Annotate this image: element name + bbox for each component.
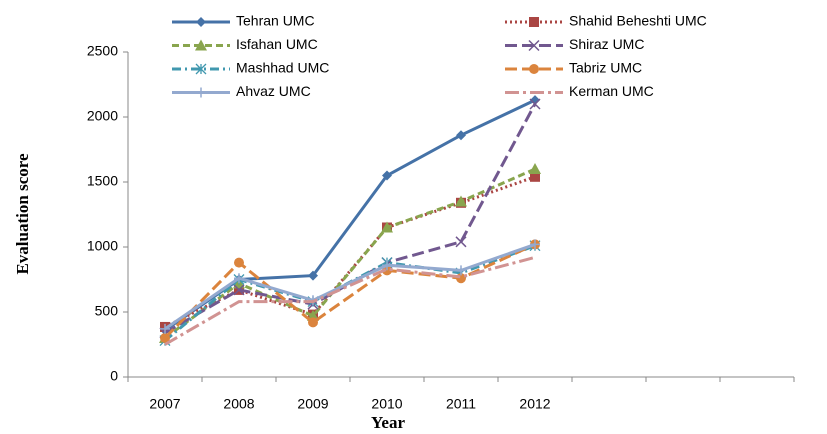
y-tick-label: 500 [95,303,119,319]
marker [529,163,541,174]
y-tick-label: 1000 [87,238,118,254]
marker [196,17,206,27]
series-line [164,103,537,335]
legend-label: Ahvaz UMC [236,83,311,99]
x-tick-label: 2012 [519,396,550,412]
marker [455,195,467,207]
marker [530,239,540,250]
marker [382,260,392,271]
series-line [164,167,536,340]
marker [456,265,466,276]
legend-label: Tabriz UMC [569,60,642,76]
legend-label: Tehran UMC [236,13,315,29]
x-tick-label: 2007 [149,396,180,412]
marker [455,236,467,248]
marker [530,171,540,182]
x-tick-label: 2008 [223,396,254,412]
series-line [164,175,536,329]
marker [234,273,244,284]
x-tick-label: 2011 [446,396,476,412]
y-tick-label: 2000 [87,108,118,124]
marker [160,323,170,334]
y-tick-label: 0 [110,368,118,384]
series-line [164,242,536,331]
marker [195,39,207,51]
marker [308,317,318,328]
marker [529,98,541,110]
marker [195,63,207,75]
legend-label: Kerman UMC [569,83,654,99]
marker [233,284,245,296]
x-tick-label: 2010 [371,396,402,412]
legend-label: Shiraz UMC [569,36,644,52]
marker [529,17,539,27]
legend-label: Isfahan UMC [236,36,318,52]
marker [234,257,244,268]
marker [160,333,170,343]
marker [528,39,540,52]
y-axis-title: Evaluation score [13,153,32,275]
x-tick-label: 2009 [297,396,328,412]
marker [382,170,392,181]
marker [196,87,206,98]
legend-label: Mashhad UMC [236,60,329,76]
marker [530,95,540,106]
series-line [164,255,536,346]
marker [381,221,393,233]
marker [456,130,466,141]
y-tick-label: 2500 [87,43,118,59]
x-axis-title: Year [371,413,405,432]
marker [308,270,318,281]
marker [529,64,539,74]
y-tick-label: 1500 [87,173,118,189]
legend-label: Shahid Beheshti UMC [569,13,707,29]
